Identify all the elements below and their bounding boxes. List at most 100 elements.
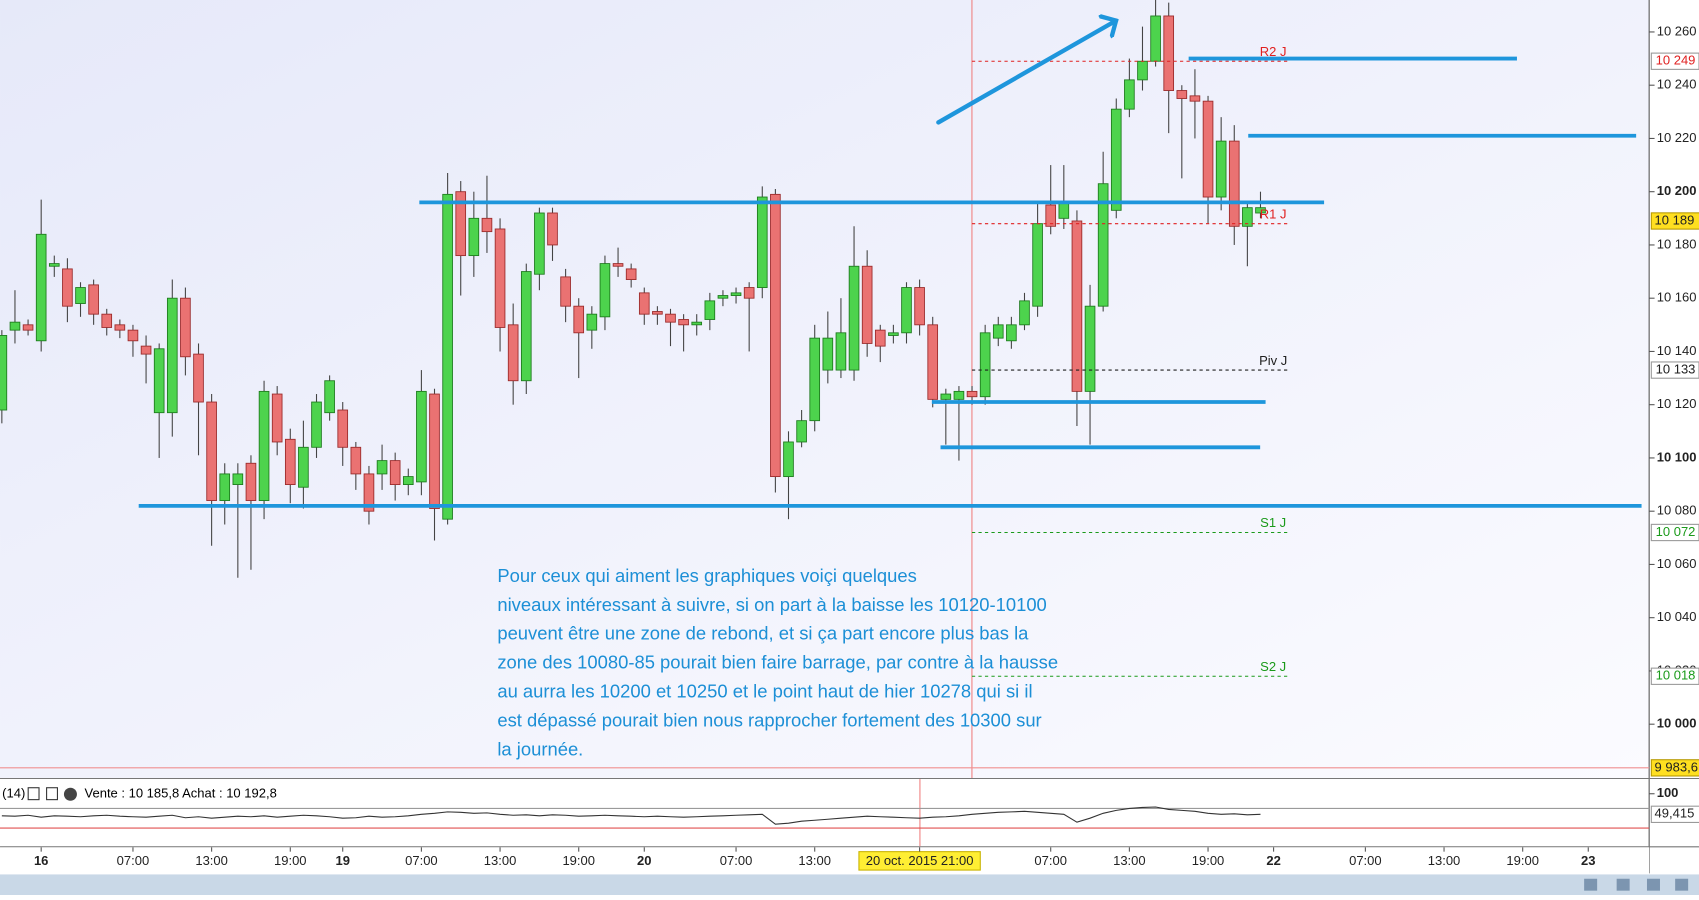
candle-body — [324, 380, 335, 414]
indicator-value-box — [1650, 805, 1699, 823]
candle-body — [717, 295, 729, 299]
note-line: au aurra les 10200 et 10250 et le point … — [497, 681, 1032, 702]
toolbar — [0, 874, 1699, 895]
y-tick-label: 10 260 — [1657, 23, 1697, 38]
candle-body — [1006, 324, 1017, 342]
candle-body — [1150, 15, 1161, 62]
icon[interactable] — [46, 787, 58, 801]
candle-body — [494, 228, 506, 328]
x-tick-label: 07:00 — [405, 853, 438, 868]
x-tick-label: 16 — [34, 853, 48, 868]
indicator-background — [0, 779, 1650, 847]
candle-body — [337, 409, 349, 448]
candle-body — [416, 390, 427, 483]
toolbar-icon — [1584, 878, 1598, 891]
note-line: Pour ceux qui aiment les graphiques voiç… — [497, 565, 917, 586]
indicator-value-label: 49,415 — [1655, 806, 1695, 821]
candle-body — [1163, 15, 1175, 91]
toolbar-icon — [1616, 878, 1630, 891]
candle-body — [468, 217, 480, 257]
pivot-name: S2 J — [1260, 659, 1286, 674]
candle-body — [166, 297, 178, 414]
x-tick-label: 19:00 — [1192, 853, 1225, 868]
indicator-header: (14) — [2, 786, 25, 801]
candle-body — [1032, 223, 1043, 307]
candle-body — [927, 324, 939, 400]
candle-body — [284, 438, 296, 485]
axis-background — [1649, 0, 1699, 876]
candle-body — [756, 196, 768, 288]
overlay: R2 J R1 J Piv J S1 J S2 J Pour ceux qui aimen… — [138, 44, 1642, 759]
y-tick-label: 10 120 — [1657, 396, 1697, 411]
y-tick-label: 10 100 — [1657, 449, 1697, 464]
candle-body — [1176, 90, 1188, 99]
candle-body — [1255, 207, 1266, 214]
candle-body — [560, 276, 571, 307]
candle-body — [1202, 100, 1214, 198]
candle-body — [1058, 201, 1070, 219]
candle-body — [901, 287, 912, 334]
arrow — [936, 21, 1116, 125]
pivot-name: S1 J — [1260, 515, 1286, 530]
candle-body — [665, 313, 676, 323]
candle-body — [1045, 204, 1057, 227]
candle-body — [311, 401, 322, 448]
icon[interactable] — [27, 787, 40, 801]
candle-body — [691, 321, 703, 326]
candle-body — [1071, 220, 1083, 392]
candle-body — [770, 193, 781, 478]
candle-body — [376, 460, 388, 475]
x-tick-label: 19 — [335, 853, 349, 868]
x-tick-label: 20 — [637, 853, 651, 868]
candle-body — [888, 332, 899, 336]
candle-body — [62, 268, 73, 307]
x-tick-label: 23 — [1581, 853, 1595, 868]
candle-body — [1189, 95, 1201, 102]
candle-body — [1215, 140, 1227, 198]
pivot-name: Piv J — [1259, 353, 1287, 368]
toolbar-icon — [1646, 878, 1660, 891]
time-axis — [0, 847, 1650, 875]
pivot-name: R2 J — [1260, 44, 1287, 59]
note-line: peuvent être une zone de rebond, et si ç… — [497, 623, 1029, 644]
candle-body — [350, 446, 362, 475]
note-line: la journée. — [497, 738, 583, 759]
x-tick-label: 13:00 — [484, 853, 517, 868]
candle-body — [953, 390, 965, 400]
candle-body — [389, 460, 401, 485]
candle-body — [966, 390, 978, 398]
x-tick-label: 20 oct. 2015 21:00 — [866, 853, 974, 868]
x-tick-label: 13:00 — [1428, 853, 1461, 868]
candle-body — [743, 287, 755, 299]
candle-body — [940, 393, 952, 400]
cursor-price-box — [1650, 759, 1699, 777]
candle-body — [193, 353, 204, 403]
candle-body — [101, 313, 113, 328]
candle-body — [88, 284, 99, 315]
candles — [0, 0, 1266, 578]
y-tick-label: 10 200 — [1657, 183, 1697, 198]
cursor-price-label: 9 983,6 — [1655, 759, 1698, 774]
pivot-name: R1 J — [1260, 206, 1287, 221]
x-tick-label: 19:00 — [1506, 853, 1539, 868]
candle-body — [822, 337, 834, 371]
candle-body — [271, 393, 283, 443]
candle-body — [704, 300, 716, 320]
candle-body — [127, 329, 139, 342]
x-tick-label: 07:00 — [1349, 853, 1382, 868]
x-tick-label: 19:00 — [562, 853, 595, 868]
close-icon[interactable] — [63, 787, 77, 801]
last-price-label: 10 189 — [1655, 212, 1695, 227]
candle-body — [573, 305, 585, 334]
candle-body — [455, 191, 467, 257]
indicator-tick-label: 100 — [1657, 785, 1679, 800]
candle-body — [534, 212, 545, 275]
candle-body — [809, 337, 821, 422]
candle-body — [874, 329, 886, 347]
x-tick-label: 07:00 — [1034, 853, 1067, 868]
y-tick-label: 10 240 — [1657, 77, 1697, 92]
candle-body — [245, 462, 257, 501]
candle-body — [258, 390, 270, 501]
